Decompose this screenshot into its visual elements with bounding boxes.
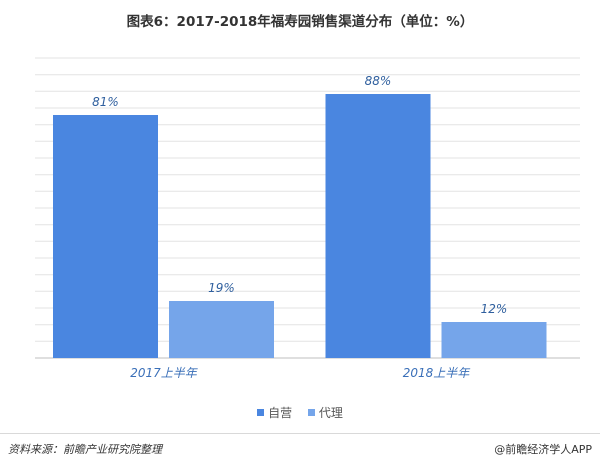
bar-self-operated-0 bbox=[53, 115, 158, 358]
bar-chart: 81% 19% 2017上半年 88% 12% 2018上半年 bbox=[35, 57, 580, 380]
data-label-agency-1: 12% bbox=[481, 302, 508, 316]
legend-item-agency: 代理 bbox=[307, 404, 343, 421]
brand-watermark: @前瞻经济学人APP bbox=[494, 443, 592, 456]
legend-label-self-operated: 自营 bbox=[268, 406, 293, 420]
bar-agency-0 bbox=[169, 301, 274, 358]
data-label-self-operated-1: 88% bbox=[365, 74, 392, 88]
legend-swatch-self-operated bbox=[257, 409, 265, 416]
legend-item-self-operated: 自营 bbox=[257, 404, 292, 421]
chart-title: 图表6：2017-2018年福寿园销售渠道分布（单位：%） bbox=[126, 14, 474, 30]
legend-swatch-agency bbox=[307, 409, 315, 416]
bar-agency-1 bbox=[441, 322, 547, 358]
bar-self-operated-1 bbox=[325, 94, 431, 358]
legend-label-agency: 代理 bbox=[318, 406, 343, 420]
data-label-self-operated-0: 81% bbox=[92, 95, 119, 109]
source-note: 资料来源：前瞻产业研究院整理 bbox=[8, 443, 162, 456]
chart-legend: 自营 代理 bbox=[0, 404, 600, 421]
footer-divider bbox=[0, 433, 600, 434]
x-tick-label-1: 2018上半年 bbox=[403, 366, 472, 380]
data-label-agency-0: 19% bbox=[208, 281, 235, 295]
x-tick-label-0: 2017上半年 bbox=[130, 366, 199, 380]
